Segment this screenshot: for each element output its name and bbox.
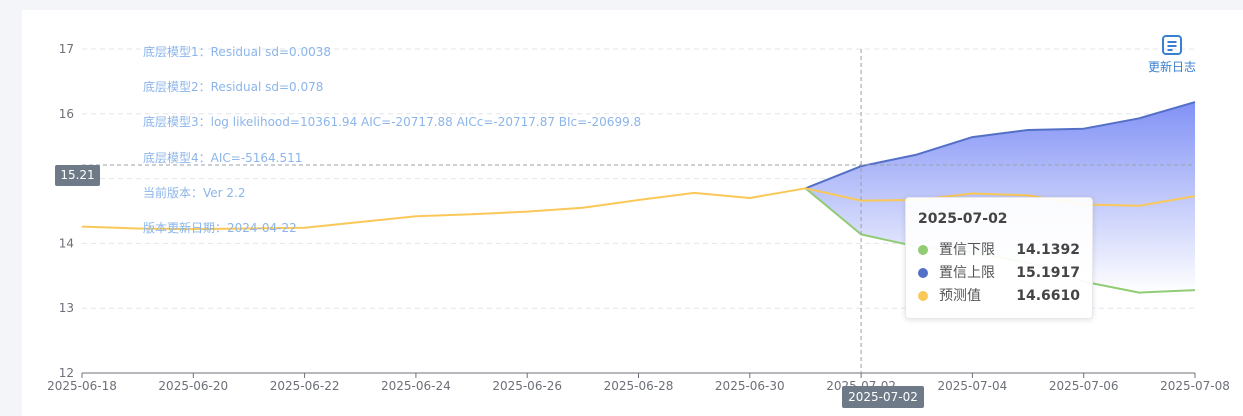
y-tick-label-16: 16: [59, 107, 74, 121]
y-tick-label-13: 13: [59, 301, 74, 315]
tooltip-dot-forecast: [918, 291, 928, 301]
annotation-model-4: 底层模型4：AIC=-5164.511: [143, 151, 303, 165]
annotation-model-3: 底层模型3：log likelihood=10361.94 AIC=-20717…: [143, 115, 642, 129]
document-icon: [1162, 35, 1182, 55]
tooltip-name-upper: 置信上限: [939, 265, 995, 281]
x-tick-label-2025-07-04: 2025-07-04: [938, 379, 1008, 393]
x-tick-label-2025-06-28: 2025-06-28: [604, 379, 674, 393]
tooltip-row-upper: 置信上限 15.1917: [918, 263, 1080, 283]
changelog-button[interactable]: 更新日志: [1140, 34, 1204, 75]
x-tick-label-2025-06-22: 2025-06-22: [270, 379, 340, 393]
tooltip-date: 2025-07-02: [918, 211, 1008, 227]
tooltip-value-forecast: 14.6610: [1016, 288, 1080, 304]
tooltip: 2025-07-02 置信下限 14.1392 置信上限 15.1917 预测值…: [905, 197, 1093, 319]
changelog-label: 更新日志: [1147, 60, 1196, 74]
crosshair-y-label: 15.21: [55, 165, 100, 186]
series-line-forecast: [81, 187, 1196, 231]
tooltip-name-lower: 置信下限: [939, 242, 995, 258]
crosshair-x-label: 2025-07-02: [842, 386, 924, 408]
annotation-update-date: 版本更新日期：2024-04-22: [143, 221, 297, 235]
tooltip-row-lower: 置信下限 14.1392: [918, 240, 1080, 260]
annotation-version: 当前版本：Ver 2.2: [143, 186, 246, 200]
tooltip-dot-upper: [918, 268, 928, 278]
series-line-upper: [805, 101, 1196, 190]
x-tick-label-2025-06-18: 2025-06-18: [47, 379, 117, 393]
tooltip-dot-lower: [918, 245, 928, 255]
x-tick-label-2025-06-26: 2025-06-26: [492, 379, 562, 393]
x-tick-label-2025-07-06: 2025-07-06: [1049, 379, 1119, 393]
x-tick-label-2025-06-24: 2025-06-24: [381, 379, 451, 393]
y-tick-label-12: 12: [59, 366, 74, 380]
x-tick-label-2025-06-20: 2025-06-20: [158, 379, 228, 393]
annotation-model-1: 底层模型1：Residual sd=0.0038: [143, 45, 332, 59]
tooltip-name-forecast: 预测值: [939, 288, 981, 304]
y-tick-label-17: 17: [59, 42, 74, 56]
x-tick-label-2025-06-30: 2025-06-30: [715, 379, 785, 393]
tooltip-row-forecast: 预测值 14.6610: [918, 286, 1080, 306]
y-tick-label-14: 14: [59, 236, 74, 250]
chart-card: 1213141516172025-06-182025-06-202025-06-…: [22, 10, 1243, 416]
tooltip-value-upper: 15.1917: [1016, 265, 1080, 281]
tooltip-value-lower: 14.1392: [1016, 242, 1080, 258]
x-tick-label-2025-07-08: 2025-07-08: [1160, 379, 1230, 393]
annotation-model-2: 底层模型2：Residual sd=0.078: [143, 80, 324, 94]
